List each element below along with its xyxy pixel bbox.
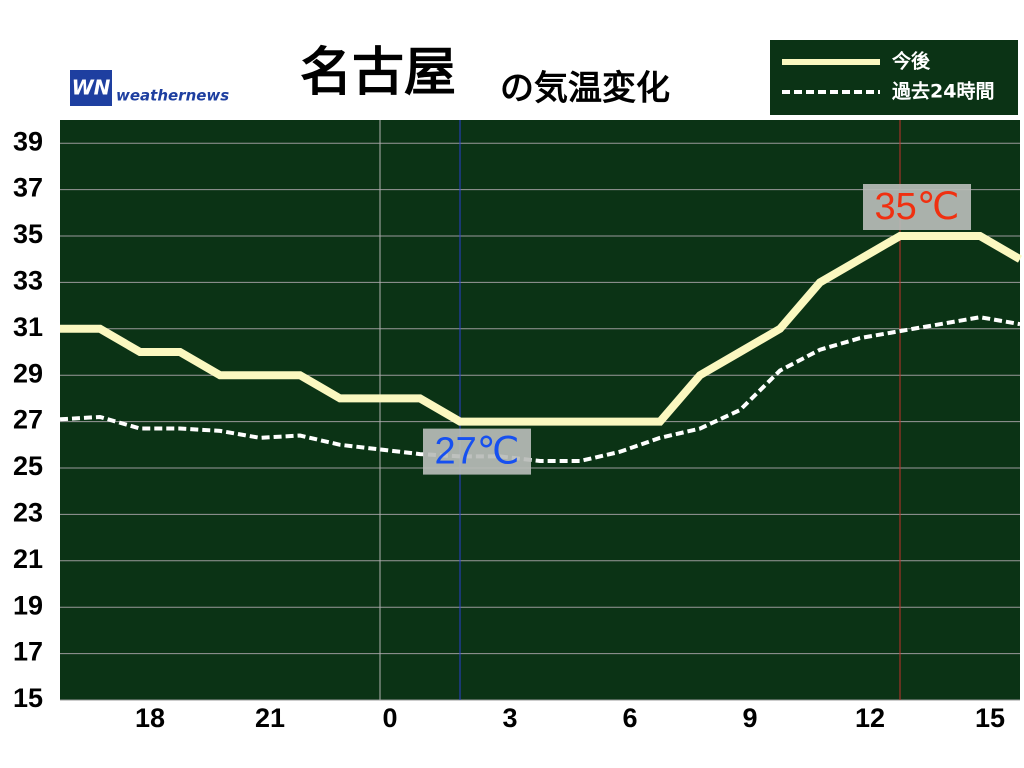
x-tick-label: 12	[855, 703, 885, 733]
x-tick-label: 6	[622, 703, 637, 733]
logo-text: weathernews	[116, 87, 229, 105]
chart-title: 名古屋	[300, 43, 456, 103]
x-tick-label: 15	[975, 703, 1005, 733]
annotation: 27℃	[435, 431, 520, 473]
logo-mark: WN	[72, 76, 111, 100]
logo: WN weathernews	[70, 70, 229, 106]
x-tick-label: 9	[742, 703, 757, 733]
y-tick-label: 21	[13, 544, 43, 574]
annotation-box	[863, 184, 971, 230]
y-tick-label: 15	[13, 683, 43, 713]
y-tick-label: 31	[13, 312, 43, 342]
legend-box	[770, 40, 1018, 115]
series-line	[59, 315, 1021, 464]
y-tick-label: 19	[13, 590, 43, 620]
x-tick-label: 0	[382, 703, 397, 733]
x-tick-label: 21	[255, 703, 285, 733]
y-tick-label: 37	[13, 173, 43, 203]
series-line	[60, 232, 1023, 426]
legend-label: 今後	[891, 50, 931, 73]
annotation: 35℃	[875, 186, 960, 228]
y-tick-label: 27	[13, 405, 43, 435]
y-tick-label: 33	[13, 266, 43, 296]
legend-label: 過去24時間	[892, 80, 994, 103]
y-tick-label: 35	[13, 219, 43, 249]
x-tick-label: 18	[135, 703, 165, 733]
chart-subtitle: の気温変化	[500, 69, 670, 109]
y-tick-label: 39	[13, 126, 43, 156]
y-tick-label: 17	[13, 637, 43, 667]
y-tick-label: 29	[13, 358, 43, 388]
y-tick-label: 23	[13, 498, 43, 528]
x-tick-label: 3	[502, 703, 517, 733]
logo-icon	[70, 70, 112, 106]
y-tick-label: 25	[13, 451, 43, 481]
plot-area	[60, 120, 1020, 700]
annotation-box	[423, 428, 531, 475]
